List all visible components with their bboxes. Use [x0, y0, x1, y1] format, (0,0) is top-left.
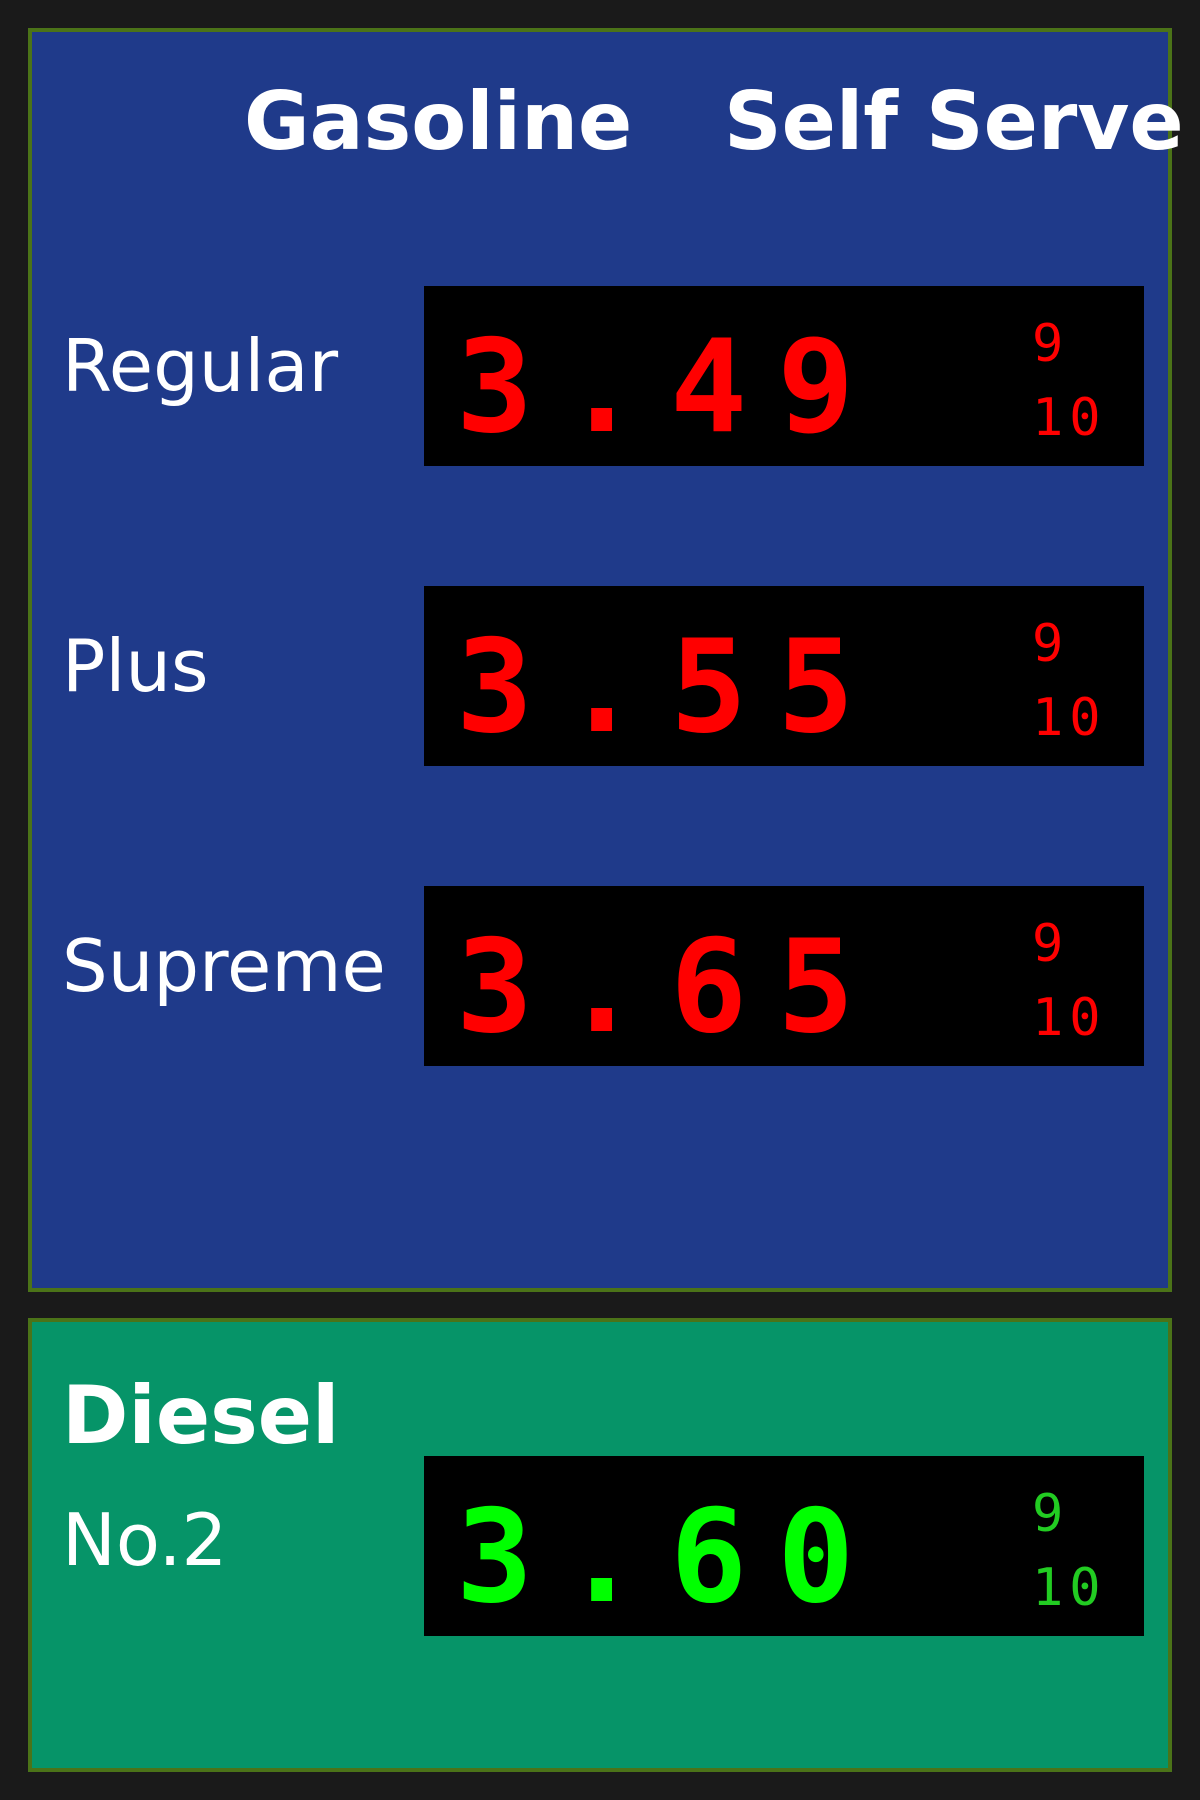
price-value-supreme: 3.65 — [456, 913, 885, 1062]
grade-label-regular: Regular — [62, 324, 339, 408]
price-display-plus: 3.55 9 10 — [424, 586, 1144, 766]
price-value-plus: 3.55 — [456, 613, 885, 762]
gasoline-title: Gasoline — [244, 75, 633, 168]
grade-label-plus: Plus — [62, 624, 209, 708]
price-display-supreme: 3.65 9 10 — [424, 886, 1144, 1066]
price-display-regular: 3.49 9 10 — [424, 286, 1144, 466]
price-value-diesel: 3.60 — [456, 1483, 885, 1632]
gasoline-panel: Gasoline Self Serve Regular 3.49 9 10 Pl… — [28, 28, 1184, 1292]
diesel-panel: Diesel No.2 3.60 9 10 — [28, 1318, 1172, 1772]
fraction-denominator-regular: 10 — [1032, 388, 1107, 448]
fraction-denominator-supreme: 10 — [1032, 988, 1107, 1048]
fraction-denominator-plus: 10 — [1032, 688, 1107, 748]
fraction-numerator-diesel: 9 — [1032, 1484, 1070, 1544]
self-serve-title: Self Serve — [724, 75, 1184, 168]
price-display-diesel: 3.60 9 10 — [424, 1456, 1144, 1636]
grade-label-supreme: Supreme — [62, 924, 386, 1008]
fraction-numerator-plus: 9 — [1032, 614, 1070, 674]
diesel-grade-label: No.2 — [62, 1498, 228, 1582]
fraction-numerator-regular: 9 — [1032, 314, 1070, 374]
diesel-title: Diesel — [62, 1369, 340, 1462]
price-value-regular: 3.49 — [456, 313, 885, 462]
fraction-denominator-diesel: 10 — [1032, 1558, 1107, 1618]
fraction-numerator-supreme: 9 — [1032, 914, 1070, 974]
